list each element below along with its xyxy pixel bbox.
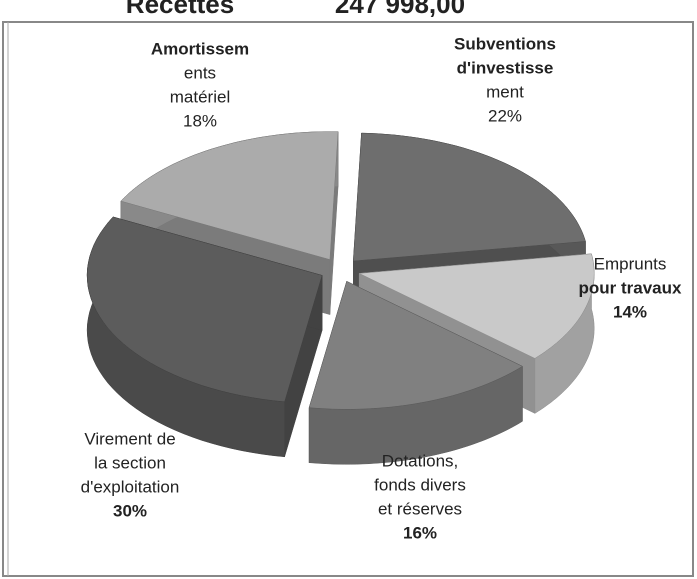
slice-label: Emprunts (594, 254, 667, 273)
value-label: 16% (403, 523, 437, 542)
slice-label: matériel (170, 87, 230, 106)
value-label: 22% (488, 106, 522, 125)
value-label: 14% (613, 302, 647, 321)
frame (2, 21, 694, 577)
slice-label: Dotations, (382, 451, 459, 470)
slice-label: Subventions (454, 34, 556, 53)
value-label: 30% (113, 501, 147, 520)
slice-label: ents (184, 63, 216, 82)
slice-top (358, 253, 595, 359)
slice-label: ment (486, 82, 524, 101)
slice-top (308, 280, 523, 410)
slice-label: Virement de (84, 429, 175, 448)
slice-top (86, 216, 323, 403)
slice-label: d'exploitation (81, 477, 180, 496)
pie-slice (308, 280, 523, 465)
slice-label: pour travaux (579, 278, 683, 297)
slice-label: fonds divers (374, 475, 466, 494)
slice-label: d'investisse (457, 58, 554, 77)
pie-slice (86, 216, 323, 458)
chart-title: Recettes (126, 0, 234, 19)
value-label: 18% (183, 111, 217, 130)
slice-top (353, 132, 586, 262)
slice-label: Amortissem (151, 39, 249, 58)
slice-label: et réserves (378, 499, 462, 518)
slice-top (120, 131, 339, 260)
chart-subtitle: 247 998,00 (335, 0, 465, 19)
slice-label: la section (94, 453, 166, 472)
